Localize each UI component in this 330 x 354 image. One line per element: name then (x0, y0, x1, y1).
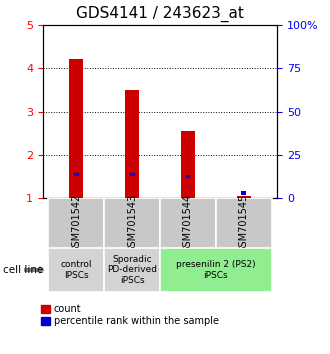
Bar (104, 248, 160, 292)
Bar (241, 191, 246, 195)
Bar (181, 131, 195, 198)
Bar (160, 248, 272, 292)
Text: GSM701542: GSM701542 (71, 193, 82, 253)
Text: cell line: cell line (3, 265, 44, 275)
Bar (125, 90, 139, 198)
Bar (130, 173, 135, 176)
Bar (74, 173, 79, 176)
Bar (160, 198, 216, 248)
Title: GDS4141 / 243623_at: GDS4141 / 243623_at (76, 6, 244, 22)
Legend: count, percentile rank within the sample: count, percentile rank within the sample (41, 304, 219, 326)
Bar (185, 175, 190, 178)
Bar (49, 248, 104, 292)
Text: control
IPSCs: control IPSCs (61, 260, 92, 280)
Bar (104, 198, 160, 248)
Bar (49, 198, 104, 248)
Text: GSM701544: GSM701544 (183, 193, 193, 253)
Text: GSM701543: GSM701543 (127, 193, 137, 253)
Bar (237, 196, 251, 198)
Bar (216, 198, 272, 248)
Bar (69, 59, 83, 198)
Text: GSM701545: GSM701545 (239, 193, 249, 253)
Text: presenilin 2 (PS2)
iPSCs: presenilin 2 (PS2) iPSCs (176, 260, 256, 280)
Text: Sporadic
PD-derived
iPSCs: Sporadic PD-derived iPSCs (107, 255, 157, 285)
